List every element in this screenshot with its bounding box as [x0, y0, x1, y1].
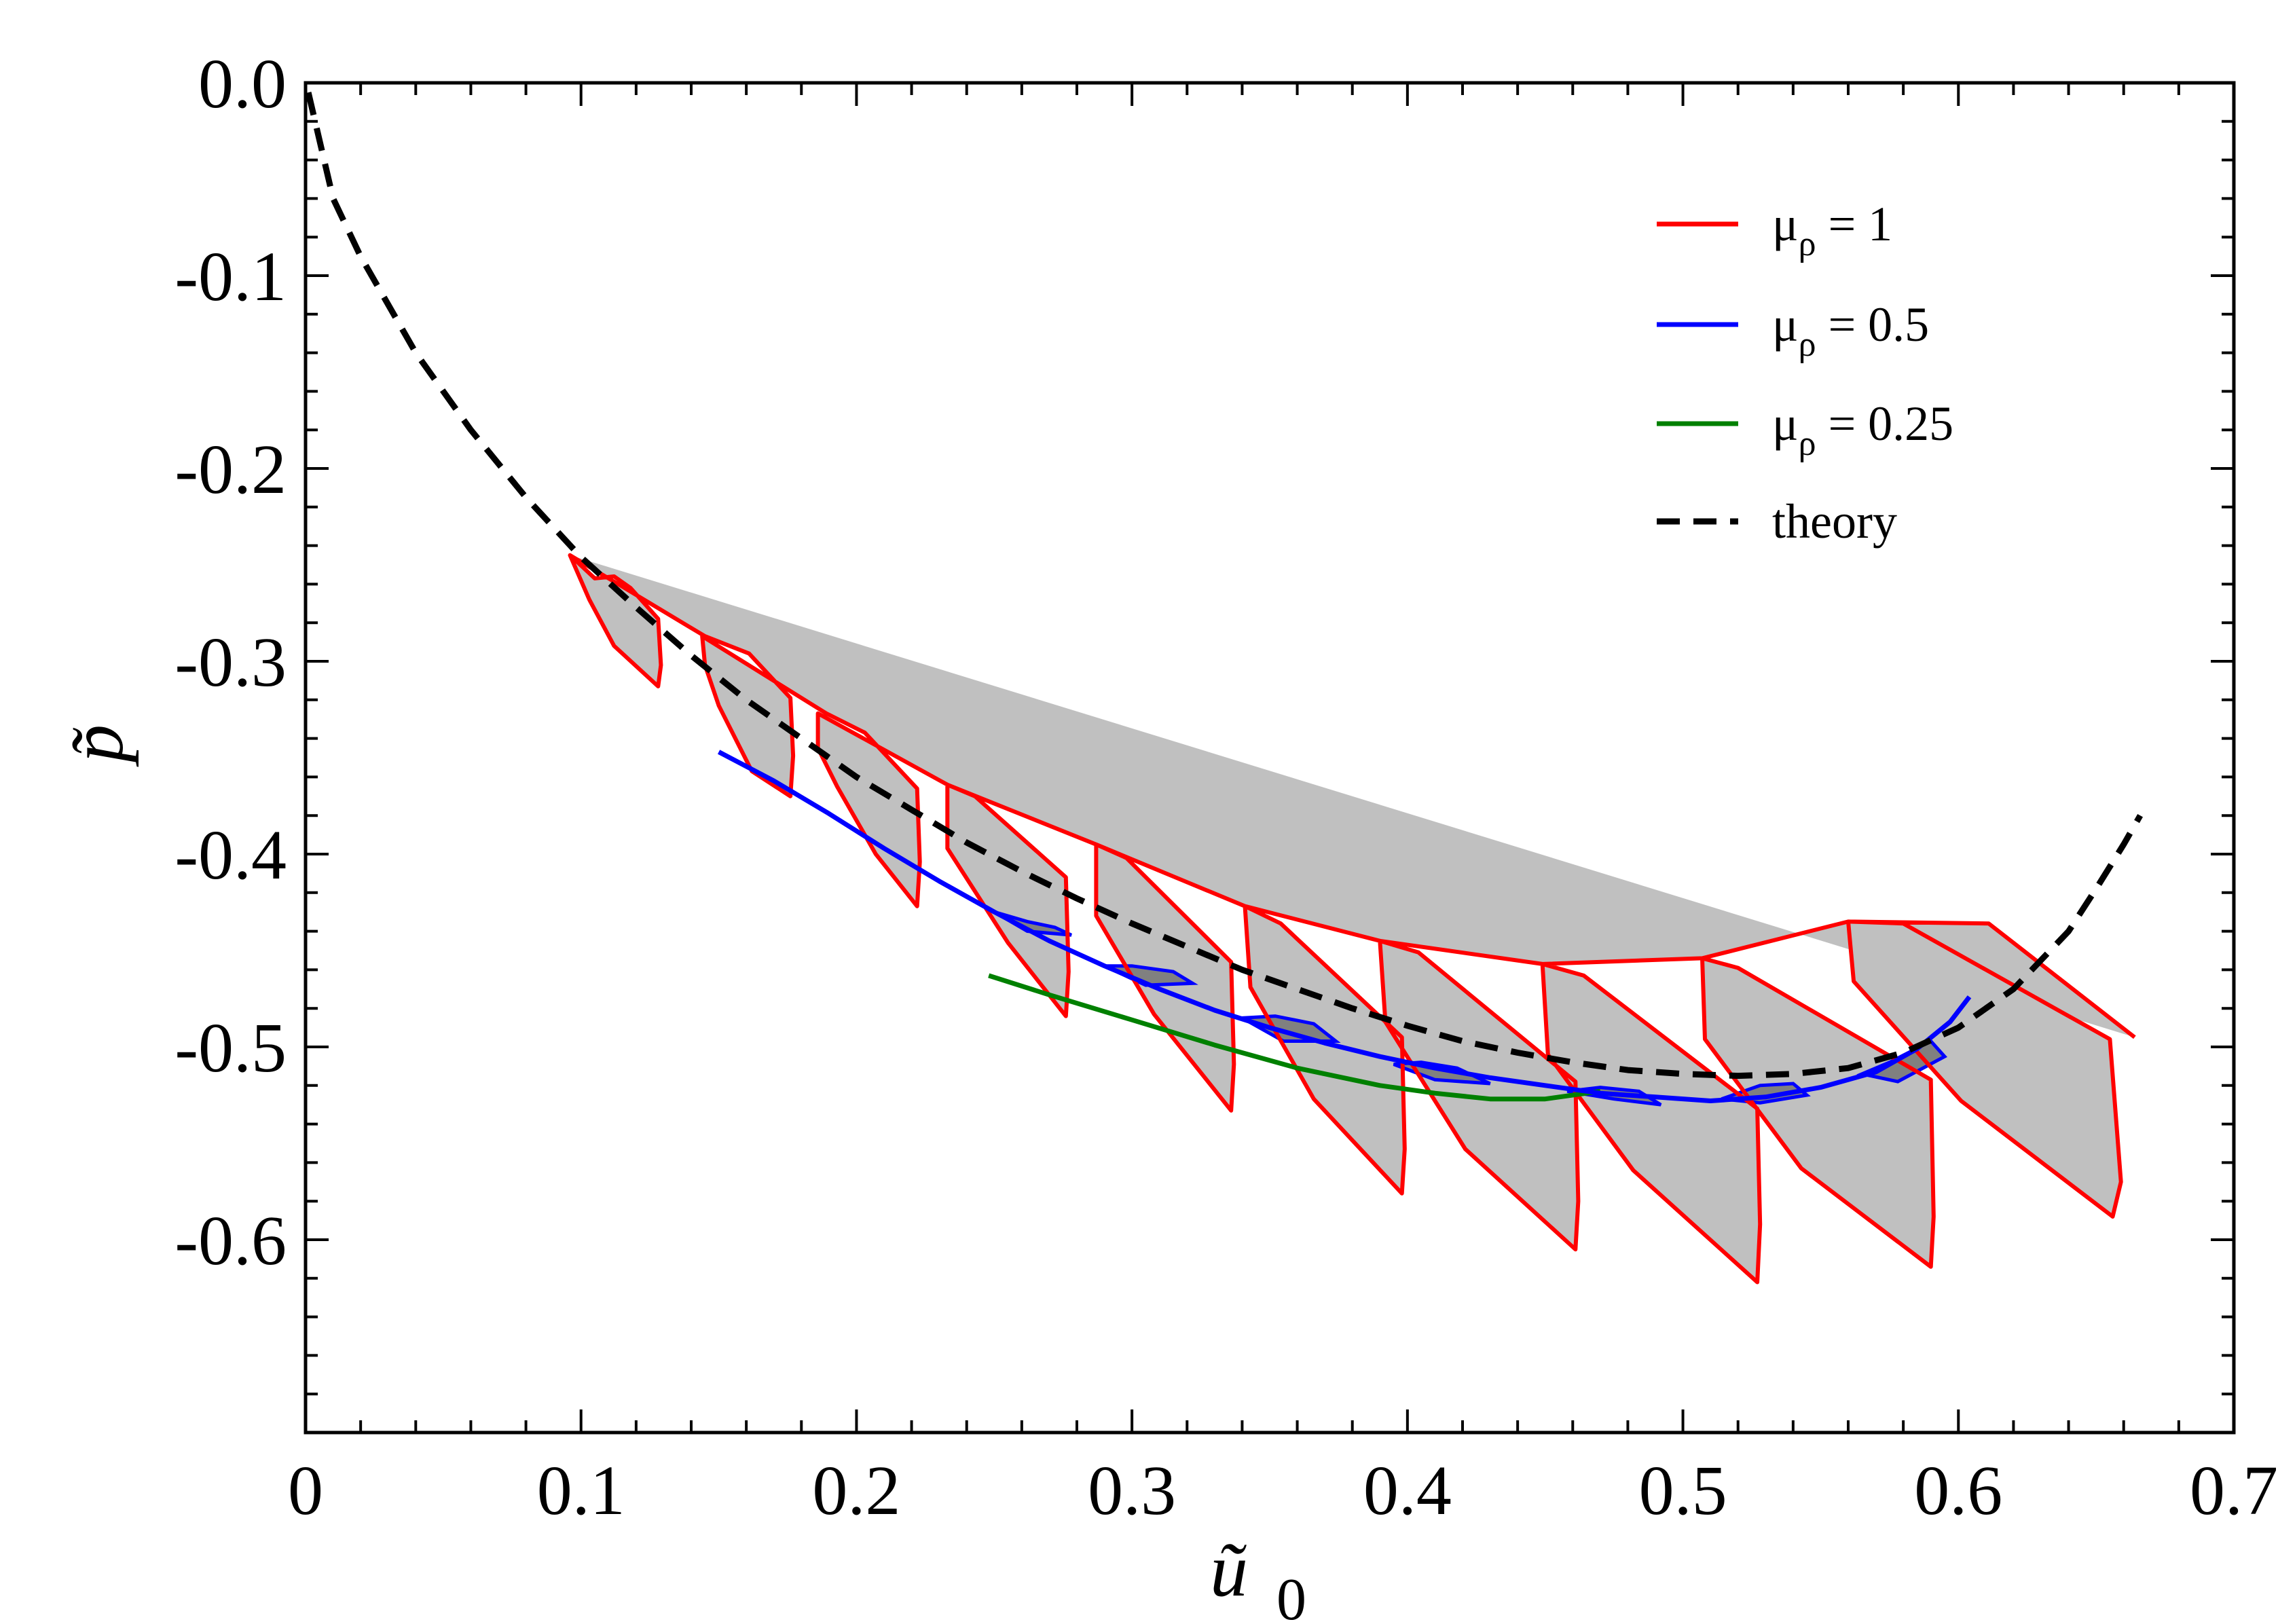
- x-axis-label-text: ũ: [1210, 1528, 1248, 1612]
- series-line-0: [568, 553, 2136, 1285]
- legend-label: theory: [1772, 494, 1897, 549]
- x-tick-labels: 0 0.1 0.2 0.3 0.4 0.5 0.6 0.7: [288, 1452, 2278, 1530]
- legend-label: μρ = 1: [1772, 197, 1892, 263]
- legend-label: μρ = 0.5: [1772, 297, 1929, 364]
- series-lines: [305, 92, 2144, 1285]
- x-axis-label-subscript: 0: [1276, 1567, 1306, 1624]
- y-tick-label: -0.1: [174, 238, 287, 316]
- x-tick-label: 0.1: [537, 1452, 625, 1530]
- y-tick-labels: 0.0 -0.1 -0.2 -0.3 -0.4 -0.5 -0.6: [174, 45, 287, 1280]
- y-tick-label: -0.5: [174, 1009, 287, 1087]
- y-tick-label: -0.2: [174, 430, 287, 509]
- plot-frame: [304, 81, 2236, 1435]
- y-tick-label: -0.4: [174, 816, 287, 894]
- series-line-3: [305, 92, 2144, 1079]
- legend-label: μρ = 0.25: [1772, 396, 1953, 463]
- x-tick-label: 0.4: [1363, 1452, 1452, 1530]
- x-tick-label: 0.2: [812, 1452, 900, 1530]
- x-tick-label: 0: [288, 1452, 323, 1530]
- x-tick-label: 0.5: [1639, 1452, 1727, 1530]
- x-tick-label: 0.6: [1914, 1452, 2002, 1530]
- series-line-2: [988, 973, 1601, 1102]
- y-tick-label: 0.0: [198, 45, 287, 123]
- y-tick-label: -0.3: [174, 623, 287, 701]
- x-axis-label: ũ 0: [1210, 1528, 1306, 1624]
- axis-ticks: [304, 81, 2235, 1434]
- x-tick-label: 0.3: [1088, 1452, 1176, 1530]
- mu-1-envelope-fill: [570, 555, 2135, 1282]
- series-line-1: [717, 750, 1972, 1103]
- y-tick-label: -0.6: [174, 1202, 287, 1280]
- x-tick-label: 0.7: [2190, 1452, 2278, 1530]
- legend: μρ = 1 μρ = 0.5 μρ = 0.25 theory: [1657, 197, 1953, 549]
- y-axis-label: p̃: [55, 724, 139, 767]
- y-axis-label-text: p̃: [55, 724, 139, 767]
- shaded-regions: [570, 555, 2135, 1282]
